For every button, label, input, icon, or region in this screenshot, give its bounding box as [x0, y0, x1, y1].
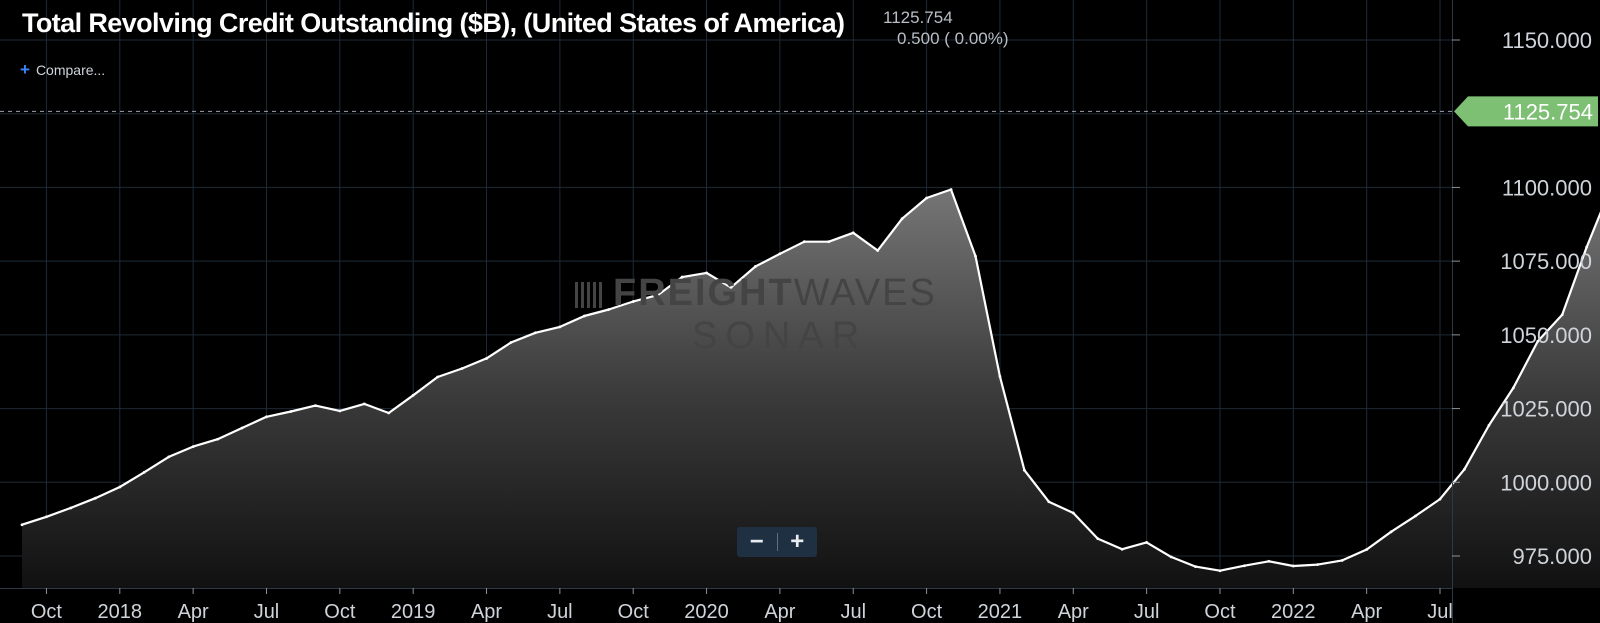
x-tick-label-17: 2022 — [1271, 601, 1316, 623]
zoom-controls: − + — [737, 527, 817, 557]
x-tick-label-13: 2021 — [978, 601, 1023, 623]
y-tick-label-6: 1150.000 — [1502, 28, 1592, 53]
x-tick-label-16: Oct — [1204, 601, 1236, 623]
y-tick-label-4: 1075.000 — [1500, 249, 1592, 274]
y-tick-label-2: 1025.000 — [1500, 397, 1592, 422]
zoom-in-button[interactable]: + — [790, 528, 805, 555]
y-axis: 975.000 1000.000 1025.000 1050.000 1075.000 1… — [1452, 0, 1592, 623]
x-tick-label-7: Jul — [547, 601, 573, 623]
x-tick-label-12: Oct — [911, 601, 943, 623]
area-fill — [22, 189, 1600, 588]
x-axis: Oct 2018 Apr Jul Oct 2019 Apr Jul Oct 2020 Apr Jul O… — [0, 588, 1453, 623]
compare-button[interactable]: + Compare... — [20, 60, 105, 80]
y-tick-label-5: 1100.000 — [1502, 175, 1592, 200]
change-value: 0.500 ( 0.00%) — [897, 29, 1009, 48]
x-tick-label-0: Oct — [31, 601, 63, 623]
series-line — [21, 188, 1600, 572]
last-value: 1125.754 — [883, 8, 953, 27]
chart-title: Total Revolving Credit Outstanding ($B),… — [22, 8, 845, 38]
compare-label: Compare... — [35, 62, 106, 78]
x-tick-label-18: Apr — [1351, 601, 1382, 623]
y-tick-label-3: 1050.000 — [1500, 323, 1592, 348]
x-tick-label-10: Apr — [764, 601, 795, 623]
zoom-out-button[interactable]: − — [749, 528, 764, 555]
x-tick-label-4: Oct — [324, 601, 356, 623]
last-value-tag: 1125.754 — [1454, 96, 1598, 127]
x-tick-label-8: Oct — [618, 601, 650, 623]
x-tick-label-11: Jul — [840, 601, 866, 623]
y-tick-label-1: 1000.000 — [1500, 470, 1592, 495]
x-tick-label-3: Jul — [254, 601, 280, 623]
x-tick-label-1: 2018 — [98, 601, 143, 623]
y-tick-label-0: 975.000 — [1512, 544, 1592, 569]
zoom-separator — [776, 533, 778, 551]
x-tick-label-2: Apr — [178, 601, 209, 623]
x-tick-label-19: Jul — [1427, 601, 1453, 623]
x-tick-label-9: 2020 — [684, 601, 729, 623]
x-tick-label-6: Apr — [471, 601, 502, 623]
price-tag-label: 1125.754 — [1503, 99, 1593, 124]
plus-icon: + — [20, 60, 30, 79]
x-tick-label-15: Jul — [1134, 601, 1160, 623]
x-tick-label-14: Apr — [1058, 601, 1089, 623]
price-tag-shape — [1454, 96, 1598, 127]
x-tick-label-5: 2019 — [391, 601, 436, 623]
